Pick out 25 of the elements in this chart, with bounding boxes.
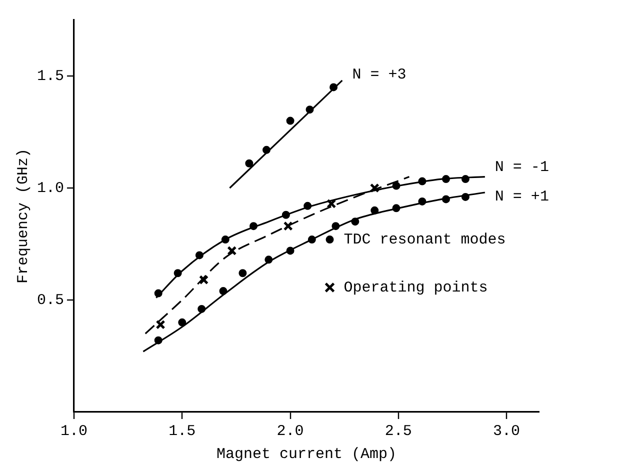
y-axis-title: Frequency (GHz): [14, 148, 32, 284]
y-tick-label: 1.5: [36, 68, 64, 85]
point: [245, 159, 254, 168]
point: [286, 116, 294, 125]
y-tick-label: 0.5: [36, 292, 64, 309]
y-tick-label: 1.0: [36, 180, 64, 197]
legend-label: Operating points: [344, 279, 488, 296]
point: [370, 183, 380, 193]
point: [326, 198, 336, 208]
point: [283, 221, 293, 231]
point: [238, 269, 247, 278]
x-tick-label: 2.5: [384, 422, 412, 440]
point: [156, 320, 166, 330]
annotation: N = -1: [494, 158, 549, 176]
annotation: N = +1: [494, 188, 549, 206]
point: [198, 275, 209, 285]
legend-label: TDC resonant modes: [344, 231, 506, 248]
x-tick-label: 2.0: [276, 422, 304, 440]
annotation: N = +3: [352, 66, 406, 84]
point: [178, 318, 186, 326]
x-tick-label: 1.5: [168, 422, 196, 440]
x-axis-title: Magnet current (Amp): [216, 446, 397, 463]
x-tick-label: 1.0: [60, 422, 88, 440]
point: [227, 246, 237, 256]
x-tick-label: 3.0: [493, 422, 520, 440]
